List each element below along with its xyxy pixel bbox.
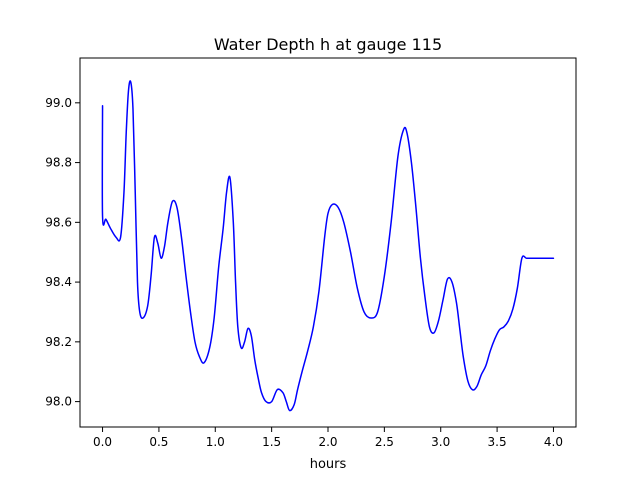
y-tick-label: 98.2 — [45, 335, 72, 349]
y-tick-label: 98.4 — [45, 275, 72, 289]
plot-frame — [79, 57, 577, 428]
y-tick-label: 99.0 — [45, 96, 72, 110]
y-tick-label: 98.6 — [45, 215, 72, 229]
plot-area — [79, 57, 577, 428]
x-tick-label: 0.5 — [149, 435, 168, 449]
x-tick-label: 3.5 — [488, 435, 507, 449]
x-axis: 0.0 0.5 1.0 1.5 2.0 2.5 3.0 3.5 4.0 — [93, 427, 563, 449]
y-tick-label: 98.0 — [45, 395, 72, 409]
x-tick-label: 4.0 — [544, 435, 563, 449]
x-tick-label: 2.0 — [318, 435, 337, 449]
y-tick-label: 98.8 — [45, 156, 72, 170]
x-axis-label: hours — [310, 457, 347, 472]
y-axis: 98.0 98.2 98.4 98.6 98.8 99.0 — [45, 96, 80, 409]
x-tick-label: 0.0 — [93, 435, 112, 449]
chart-title: Water Depth h at gauge 115 — [214, 35, 442, 54]
series-line — [101, 80, 555, 412]
x-tick-label: 3.0 — [431, 435, 450, 449]
x-tick-label: 1.0 — [206, 435, 225, 449]
x-tick-label: 2.5 — [375, 435, 394, 449]
x-tick-label: 1.5 — [262, 435, 281, 449]
